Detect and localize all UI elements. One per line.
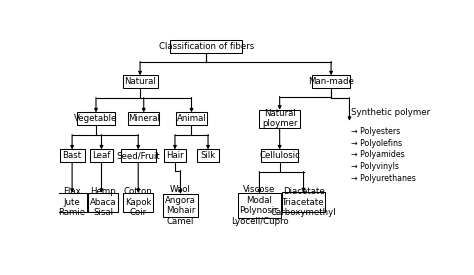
Text: Flax
Jute
Ramie: Flax Jute Ramie (59, 188, 86, 217)
Text: Cotton
Kapok
Coir: Cotton Kapok Coir (124, 188, 153, 217)
FancyBboxPatch shape (60, 150, 84, 162)
Text: Hair: Hair (166, 151, 184, 160)
FancyBboxPatch shape (121, 150, 155, 162)
Text: → Polyolefins: → Polyolefins (351, 139, 402, 148)
Text: Hemp
Abaca
Sisal: Hemp Abaca Sisal (90, 188, 117, 217)
Text: Animal: Animal (177, 114, 206, 123)
Text: Wool
Angora
Mohair
Camel: Wool Angora Mohair Camel (165, 185, 196, 226)
FancyBboxPatch shape (123, 193, 153, 212)
Text: Cellulosic: Cellulosic (259, 151, 300, 160)
FancyBboxPatch shape (57, 193, 87, 212)
FancyBboxPatch shape (259, 110, 300, 128)
Text: Silk: Silk (201, 151, 216, 160)
FancyBboxPatch shape (170, 40, 242, 53)
FancyBboxPatch shape (312, 75, 350, 88)
Text: Bast: Bast (63, 151, 82, 160)
FancyBboxPatch shape (91, 150, 112, 162)
Text: Man-made: Man-made (308, 77, 354, 86)
Text: Vegetable: Vegetable (74, 114, 118, 123)
Text: Mineral: Mineral (128, 114, 160, 123)
Text: Viscose
Modal
Polynosic
Lyocell/Cupro: Viscose Modal Polynosic Lyocell/Cupro (231, 185, 288, 226)
Text: → Polyurethanes: → Polyurethanes (351, 174, 416, 183)
FancyBboxPatch shape (163, 194, 198, 217)
Text: Synthetic polymer: Synthetic polymer (351, 108, 430, 117)
Text: → Polyvinyls: → Polyvinyls (351, 162, 399, 171)
FancyBboxPatch shape (128, 112, 159, 125)
Text: → Polyamides: → Polyamides (351, 150, 405, 159)
FancyBboxPatch shape (88, 193, 118, 212)
Text: Natural: Natural (124, 77, 156, 86)
FancyBboxPatch shape (164, 150, 186, 162)
Text: → Polyesters: → Polyesters (351, 127, 401, 136)
Text: Natural
ploymer: Natural ploymer (262, 109, 297, 128)
Text: Classification of fibers: Classification of fibers (159, 42, 254, 51)
FancyBboxPatch shape (282, 192, 325, 213)
FancyBboxPatch shape (261, 150, 298, 162)
Text: Seed/Fruit: Seed/Fruit (116, 151, 160, 160)
FancyBboxPatch shape (238, 193, 281, 218)
FancyBboxPatch shape (176, 112, 207, 125)
FancyBboxPatch shape (77, 112, 115, 125)
Text: Diacetate
Triacetate
Carboxymethyl: Diacetate Triacetate Carboxymethyl (271, 188, 337, 217)
FancyBboxPatch shape (197, 150, 219, 162)
Text: Leaf: Leaf (92, 151, 111, 160)
FancyBboxPatch shape (123, 75, 157, 88)
